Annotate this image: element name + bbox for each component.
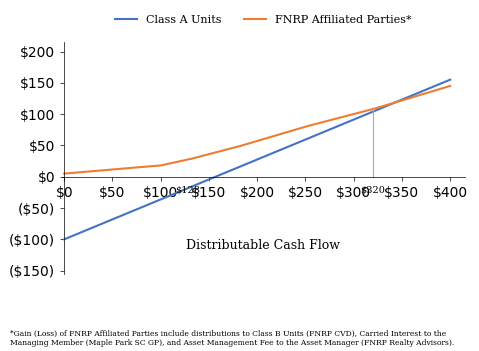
Text: $320: $320 xyxy=(361,186,386,195)
Text: *Gain (Loss) of FNRP Affiliated Parties include distributions to Class B Units (: *Gain (Loss) of FNRP Affiliated Parties … xyxy=(10,330,454,347)
Text: $128: $128 xyxy=(175,186,200,195)
X-axis label: Distributable Cash Flow: Distributable Cash Flow xyxy=(186,239,341,252)
Legend: Class A Units, FNRP Affiliated Parties*: Class A Units, FNRP Affiliated Parties* xyxy=(111,11,416,29)
Y-axis label: Cashflow: Cashflow xyxy=(0,129,3,187)
